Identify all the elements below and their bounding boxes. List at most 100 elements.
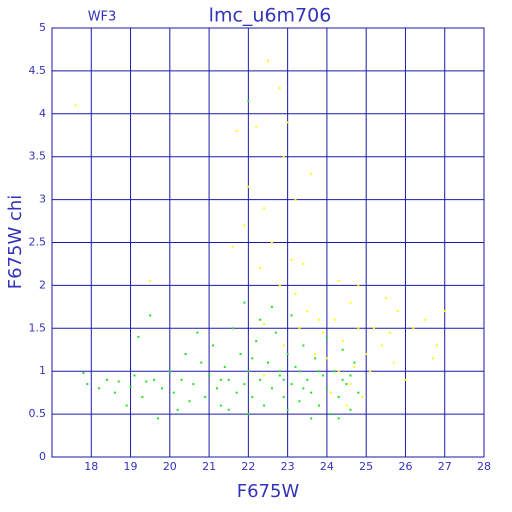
point [270, 241, 273, 244]
x-tick-label: 18 [84, 460, 98, 473]
point [105, 378, 108, 381]
point [239, 353, 242, 356]
point [212, 344, 215, 347]
point [443, 310, 446, 313]
x-tick-label: 28 [477, 460, 491, 473]
point [306, 310, 309, 313]
point [180, 378, 183, 381]
point [349, 383, 352, 386]
point [263, 207, 266, 210]
point [141, 395, 144, 398]
point [200, 361, 203, 364]
y-tick-label: 3 [39, 193, 46, 206]
point [392, 361, 395, 364]
point [345, 404, 348, 407]
point [380, 344, 383, 347]
point [278, 284, 281, 287]
point [153, 378, 156, 381]
point [133, 374, 136, 377]
point [302, 262, 305, 265]
point [373, 327, 376, 330]
point [357, 284, 360, 287]
point [113, 391, 116, 394]
point [329, 391, 332, 394]
point [192, 383, 195, 386]
point [223, 365, 226, 368]
point [184, 353, 187, 356]
point [251, 395, 254, 398]
point [188, 400, 191, 403]
point [306, 378, 309, 381]
point [263, 404, 266, 407]
point [286, 353, 289, 356]
point [137, 335, 140, 338]
point [255, 340, 258, 343]
point [278, 374, 281, 377]
point [82, 371, 85, 374]
point [337, 280, 340, 283]
point [282, 344, 285, 347]
point [196, 331, 199, 334]
y-tick-label: 5 [39, 21, 46, 34]
point [243, 224, 246, 227]
point [329, 413, 332, 416]
point [318, 318, 321, 321]
point [337, 370, 340, 373]
point [333, 318, 336, 321]
x-tick-label: 21 [202, 460, 216, 473]
chart-title: lmc_u6m706 [209, 5, 332, 27]
point [384, 297, 387, 300]
point [290, 314, 293, 317]
point [286, 121, 289, 124]
point [365, 353, 368, 356]
point [215, 387, 218, 390]
point [357, 327, 360, 330]
x-axis-label: F675W [237, 481, 300, 502]
point [298, 400, 301, 403]
y-tick-label: 2.5 [29, 236, 47, 249]
y-tick-label: 0 [39, 450, 46, 463]
point [353, 361, 356, 364]
chart-subtitle: WF3 [88, 10, 117, 25]
point [259, 318, 262, 321]
point [231, 245, 234, 248]
x-tick-label: 19 [124, 460, 138, 473]
point [160, 387, 163, 390]
point [318, 404, 321, 407]
point [247, 99, 250, 102]
point [235, 129, 238, 132]
point [278, 87, 281, 90]
point [235, 391, 238, 394]
point [259, 267, 262, 270]
point [168, 370, 171, 373]
point [310, 391, 313, 394]
y-tick-label: 4.5 [29, 64, 47, 77]
point [86, 383, 89, 386]
point [243, 383, 246, 386]
point [267, 361, 269, 364]
x-tick-label: 24 [320, 460, 334, 473]
point [227, 378, 230, 381]
y-tick-label: 2 [39, 278, 46, 291]
point [125, 404, 128, 407]
point [337, 395, 340, 398]
point [298, 327, 301, 330]
point [172, 391, 175, 394]
point [219, 378, 222, 381]
point [424, 318, 427, 321]
plot-frame [51, 27, 485, 458]
point [294, 292, 297, 295]
point [302, 387, 305, 390]
point [318, 370, 321, 373]
y-tick-label: 1 [39, 364, 46, 377]
point [263, 323, 266, 326]
point [333, 370, 336, 373]
point [278, 370, 281, 373]
point [294, 198, 297, 201]
point [267, 59, 269, 62]
point [361, 395, 364, 398]
x-tick-label: 20 [163, 460, 177, 473]
point [149, 280, 152, 283]
point [204, 395, 207, 398]
